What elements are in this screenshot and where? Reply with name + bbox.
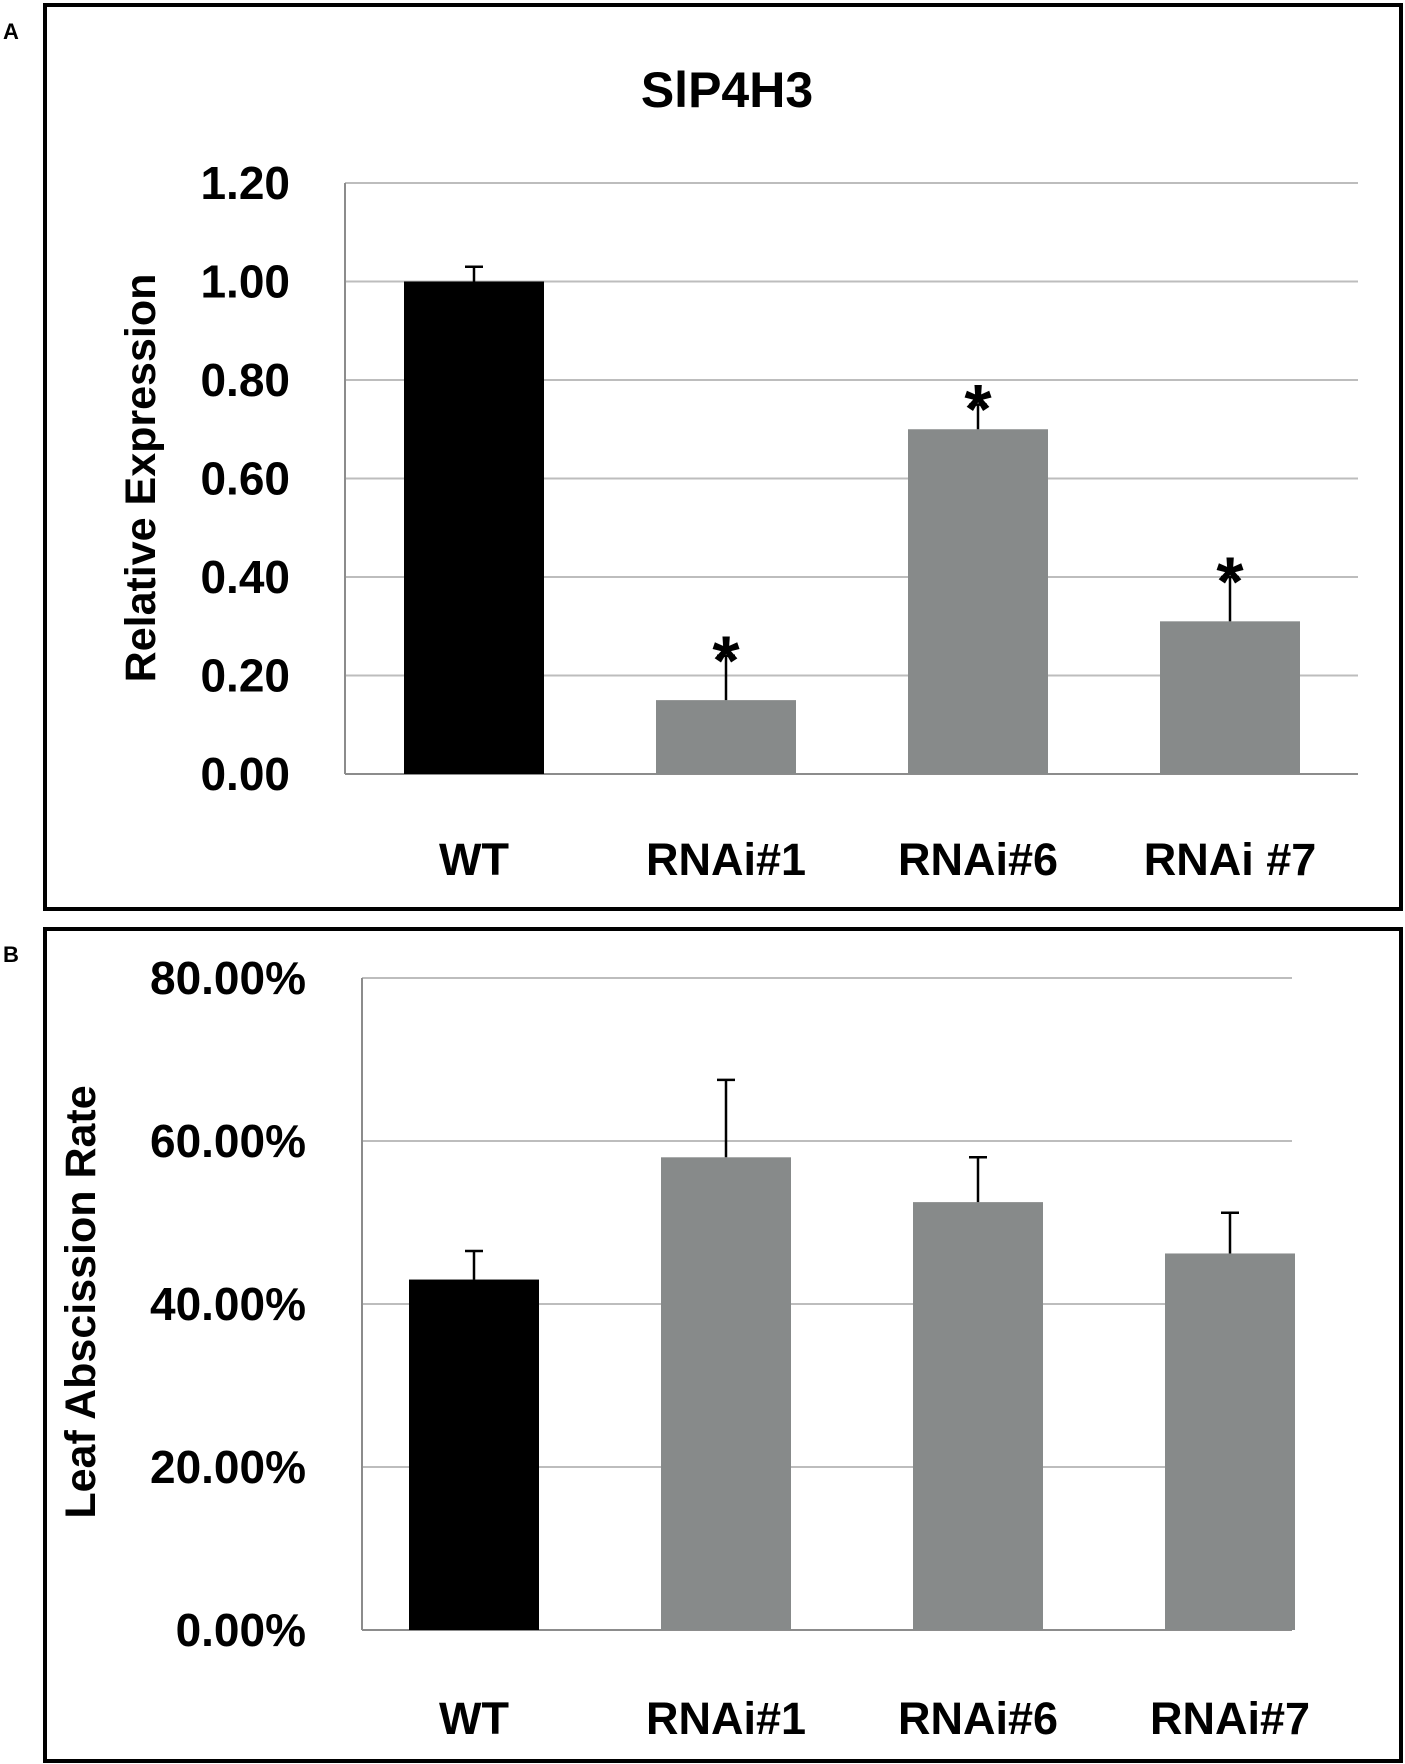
x-tick-label: RNAi #7 <box>1144 834 1317 885</box>
chart-a-yticks: 0.00 0.20 0.40 0.60 0.80 1.00 1.20 <box>200 157 290 800</box>
bar <box>908 429 1048 774</box>
bar <box>656 700 796 774</box>
y-tick-label: 20.00% <box>150 1441 306 1493</box>
significance-star: * <box>964 370 992 448</box>
y-tick-label: 1.20 <box>200 157 290 209</box>
significance-star: * <box>1216 543 1244 621</box>
x-tick-label: RNAi#6 <box>898 834 1058 885</box>
x-tick-label: RNAi#1 <box>646 834 806 885</box>
bar <box>404 281 544 774</box>
error-bar <box>465 265 483 282</box>
x-tick-label: WT <box>439 1693 509 1744</box>
chart-a-xticks: WT RNAi#1 RNAi#6 RNAi #7 <box>439 834 1316 885</box>
chart-a-title: SlP4H3 <box>641 62 813 118</box>
chart-b-error-bars <box>465 1078 1239 1280</box>
error-bar <box>465 1249 483 1280</box>
error-bar <box>1221 575 1239 622</box>
panel-label-b: B <box>3 942 19 967</box>
panel-label-a: A <box>3 19 19 44</box>
y-tick-label: 1.00 <box>200 256 290 308</box>
y-tick-label: 0.40 <box>200 551 290 603</box>
x-tick-label: RNAi#7 <box>1150 1693 1310 1744</box>
y-tick-label: 0.00% <box>176 1604 306 1656</box>
error-bar <box>969 1156 987 1203</box>
chart-a-error-bars <box>465 265 1239 701</box>
bar <box>661 1157 791 1630</box>
chart-b-bars <box>409 1157 1295 1630</box>
chart-a-bars <box>404 281 1300 774</box>
error-bar <box>969 403 987 430</box>
y-tick-label: 0.60 <box>200 453 290 505</box>
error-bar <box>717 1078 735 1158</box>
error-bar <box>1221 1211 1239 1254</box>
bar <box>1165 1253 1295 1630</box>
x-tick-label: WT <box>439 834 509 885</box>
chart-b-xticks: WT RNAi#1 RNAi#6 RNAi#7 <box>439 1693 1310 1744</box>
x-tick-label: RNAi#1 <box>646 1693 806 1744</box>
chart-b-yticks: 0.00% 20.00% 40.00% 60.00% 80.00% <box>150 952 306 1656</box>
panel-a: A SlP4H3 Relative Expression 0.00 0.20 0.4… <box>3 3 1403 911</box>
chart-a-ylabel: Relative Expression <box>117 274 165 683</box>
chart-b-ylabel: Leaf Abscission Rate <box>57 1085 105 1518</box>
y-tick-label: 0.20 <box>200 650 290 702</box>
y-tick-label: 0.80 <box>200 354 290 406</box>
panel-b-frame <box>43 927 1403 1763</box>
x-tick-label: RNAi#6 <box>898 1693 1058 1744</box>
bar <box>409 1279 539 1630</box>
y-tick-label: 60.00% <box>150 1115 306 1167</box>
y-tick-label: 80.00% <box>150 952 306 1004</box>
y-tick-label: 0.00 <box>200 748 290 800</box>
panel-a-frame <box>43 3 1403 911</box>
chart-a-significance: * * * <box>712 370 1244 699</box>
panel-b: B Leaf Abscission Rate 0.00% 20.00% 40.00%… <box>3 927 1403 1763</box>
significance-star: * <box>712 621 740 699</box>
y-tick-label: 40.00% <box>150 1278 306 1330</box>
bar <box>913 1202 1043 1630</box>
error-bar <box>717 654 735 701</box>
bar <box>1160 621 1300 774</box>
